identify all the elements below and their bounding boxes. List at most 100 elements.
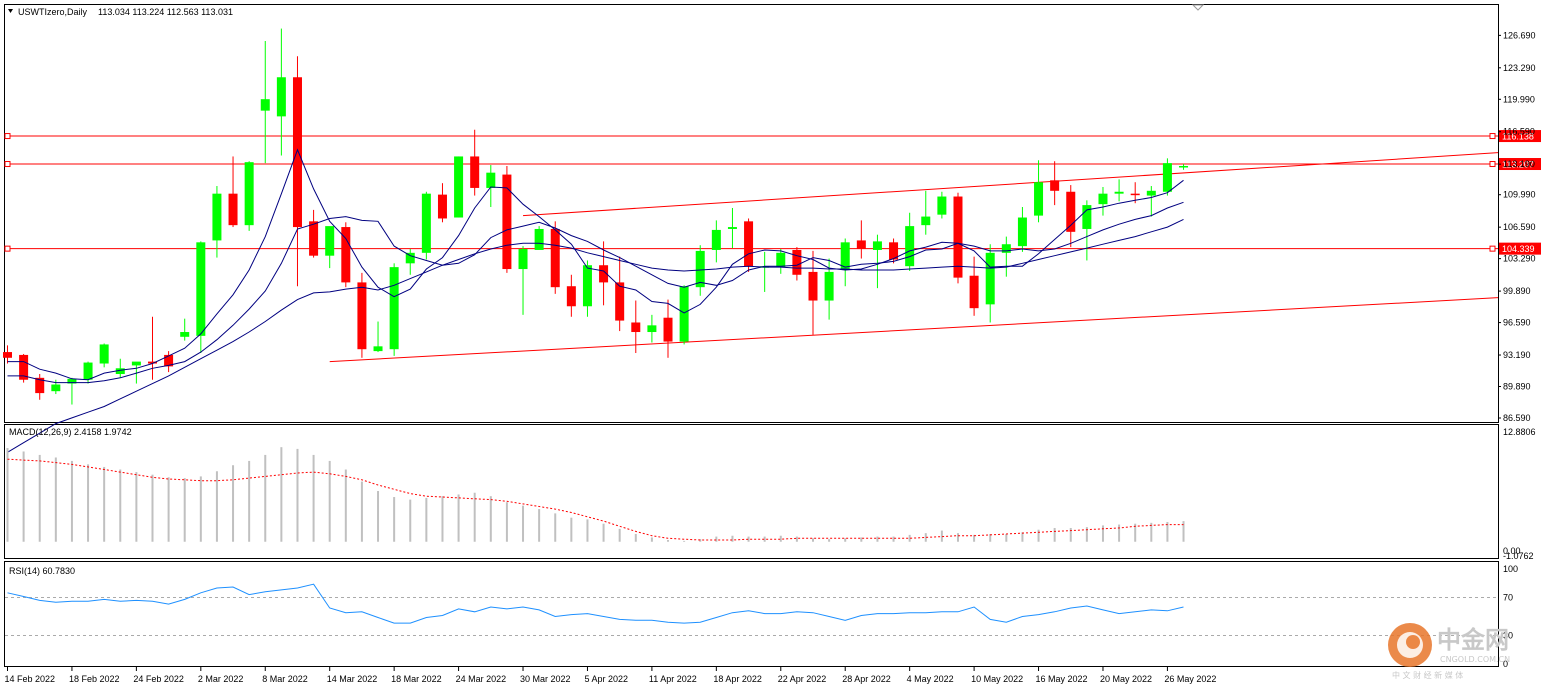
- macd-histogram-bar: [554, 513, 557, 542]
- macd-histogram-bar: [844, 538, 847, 542]
- macd-histogram-bar: [457, 494, 460, 542]
- candles: [3, 28, 1189, 405]
- candle-body: [99, 344, 109, 364]
- rsi-series: [5, 583, 1498, 636]
- candle-body: [840, 242, 850, 270]
- x-tick-label: 18 Apr 2022: [713, 674, 762, 684]
- macd-histogram-bar: [650, 537, 653, 542]
- candle-body: [599, 265, 609, 283]
- candle-body: [615, 282, 625, 321]
- candle-body: [421, 193, 431, 253]
- panel-collapse-icon[interactable]: [1191, 4, 1205, 11]
- candle-body: [19, 354, 29, 380]
- candle-body: [1066, 191, 1076, 232]
- candle-body: [744, 221, 754, 267]
- candle-body: [164, 354, 174, 367]
- level-handle: [4, 133, 11, 140]
- candle-body: [1098, 193, 1108, 205]
- candle-body: [582, 265, 592, 307]
- x-tick-label: 24 Mar 2022: [456, 674, 507, 684]
- candle-body: [1162, 163, 1172, 192]
- price-y-tick-label: 86.590: [1503, 413, 1531, 423]
- macd-histogram-bar: [377, 491, 380, 542]
- macd-histogram-bar: [779, 535, 782, 542]
- macd-histogram-bar: [1085, 527, 1088, 542]
- x-axis-ticks: 14 Feb 2022 18 Feb 2022 24 Feb 2022 2 Mar 2…: [5, 667, 1216, 684]
- macd-histogram-bar: [812, 538, 814, 542]
- macd-histogram-bar: [1101, 525, 1104, 542]
- candle-body: [309, 221, 319, 256]
- x-tick-label: 5 Apr 2022: [584, 674, 628, 684]
- x-tick-label: 18 Feb 2022: [69, 674, 120, 684]
- price-y-tick-label: 106.590: [1503, 222, 1536, 232]
- macd-histogram-bar: [828, 539, 831, 542]
- symbol-label: USWTIzero,Daily: [18, 7, 88, 17]
- candle-body: [228, 193, 238, 226]
- macd-histogram-bar: [409, 499, 412, 542]
- x-tick-label: 18 Mar 2022: [391, 674, 442, 684]
- macd-panel[interactable]: [4, 424, 1499, 559]
- candle-body: [518, 249, 528, 270]
- candle-body: [985, 252, 995, 305]
- candle-body: [180, 332, 190, 337]
- level-price-label: 113.207: [1502, 160, 1534, 170]
- macd-histogram-bar: [38, 454, 41, 542]
- macd-histogram-bar: [425, 497, 428, 542]
- macd-histogram-bar: [1037, 529, 1040, 542]
- macd-histogram-bar: [135, 472, 138, 542]
- watermark: 中金网 CNGOLD.COM.CN 中 文 财 经 新 媒 体: [1388, 623, 1510, 680]
- candle-body: [292, 77, 302, 228]
- candle-body: [51, 384, 61, 392]
- macd-histogram-bar: [940, 530, 943, 542]
- candle-body: [953, 196, 963, 278]
- macd-histogram-bar: [1134, 523, 1137, 542]
- candle-body: [856, 240, 866, 250]
- candle-body: [889, 242, 899, 260]
- macd-series: [6, 447, 1185, 542]
- macd-histogram-bar: [634, 534, 637, 542]
- x-tick-label: 14 Mar 2022: [327, 674, 378, 684]
- moving-averages: [7, 148, 1184, 453]
- rsi-panel[interactable]: [4, 561, 1499, 667]
- macd-histogram-bar: [763, 536, 766, 542]
- candle-body: [647, 325, 657, 333]
- candle-body: [3, 352, 12, 358]
- candle-body: [550, 228, 560, 288]
- macd-histogram-bar: [280, 447, 283, 542]
- candle-body: [727, 227, 737, 229]
- price-y-tick-label: 119.990: [1503, 94, 1535, 104]
- moving-average-line: [7, 148, 1184, 381]
- symbol-menu-arrow-icon[interactable]: [8, 9, 13, 13]
- price-y-tick-label: 109.990: [1503, 190, 1536, 200]
- candle-body: [470, 156, 480, 188]
- macd-histogram-bar: [1182, 521, 1185, 542]
- price-y-tick-label: 103.290: [1503, 254, 1536, 264]
- candle-body: [679, 286, 689, 342]
- macd-histogram-bar: [344, 469, 347, 542]
- macd-histogram-bar: [699, 539, 702, 542]
- price-y-tick-label: 89.890: [1503, 382, 1531, 392]
- price-y-tick-label: 99.890: [1503, 286, 1531, 296]
- candle-body: [1001, 244, 1011, 253]
- trend-line: [329, 297, 1499, 363]
- level-handle: [1489, 245, 1496, 252]
- macd-histogram-bar: [538, 509, 541, 542]
- x-tick-label: 22 Apr 2022: [778, 674, 827, 684]
- macd-histogram-bar: [54, 457, 57, 542]
- macd-histogram-bar: [232, 465, 235, 542]
- macd-histogram-bar: [167, 477, 170, 542]
- candle-body: [663, 317, 673, 342]
- candle-body: [131, 361, 141, 366]
- candle-body: [1179, 165, 1189, 168]
- macd-histogram-bar: [602, 523, 605, 542]
- candle-body: [325, 226, 335, 256]
- macd-histogram-bar: [795, 536, 798, 542]
- candle-body: [454, 156, 464, 218]
- candle-body: [212, 193, 222, 241]
- macd-histogram-bar: [1021, 532, 1024, 542]
- macd-histogram-bar: [908, 534, 911, 542]
- macd-histogram-bar: [296, 448, 299, 542]
- macd-histogram-bar: [1069, 527, 1072, 542]
- candle-body: [357, 282, 367, 350]
